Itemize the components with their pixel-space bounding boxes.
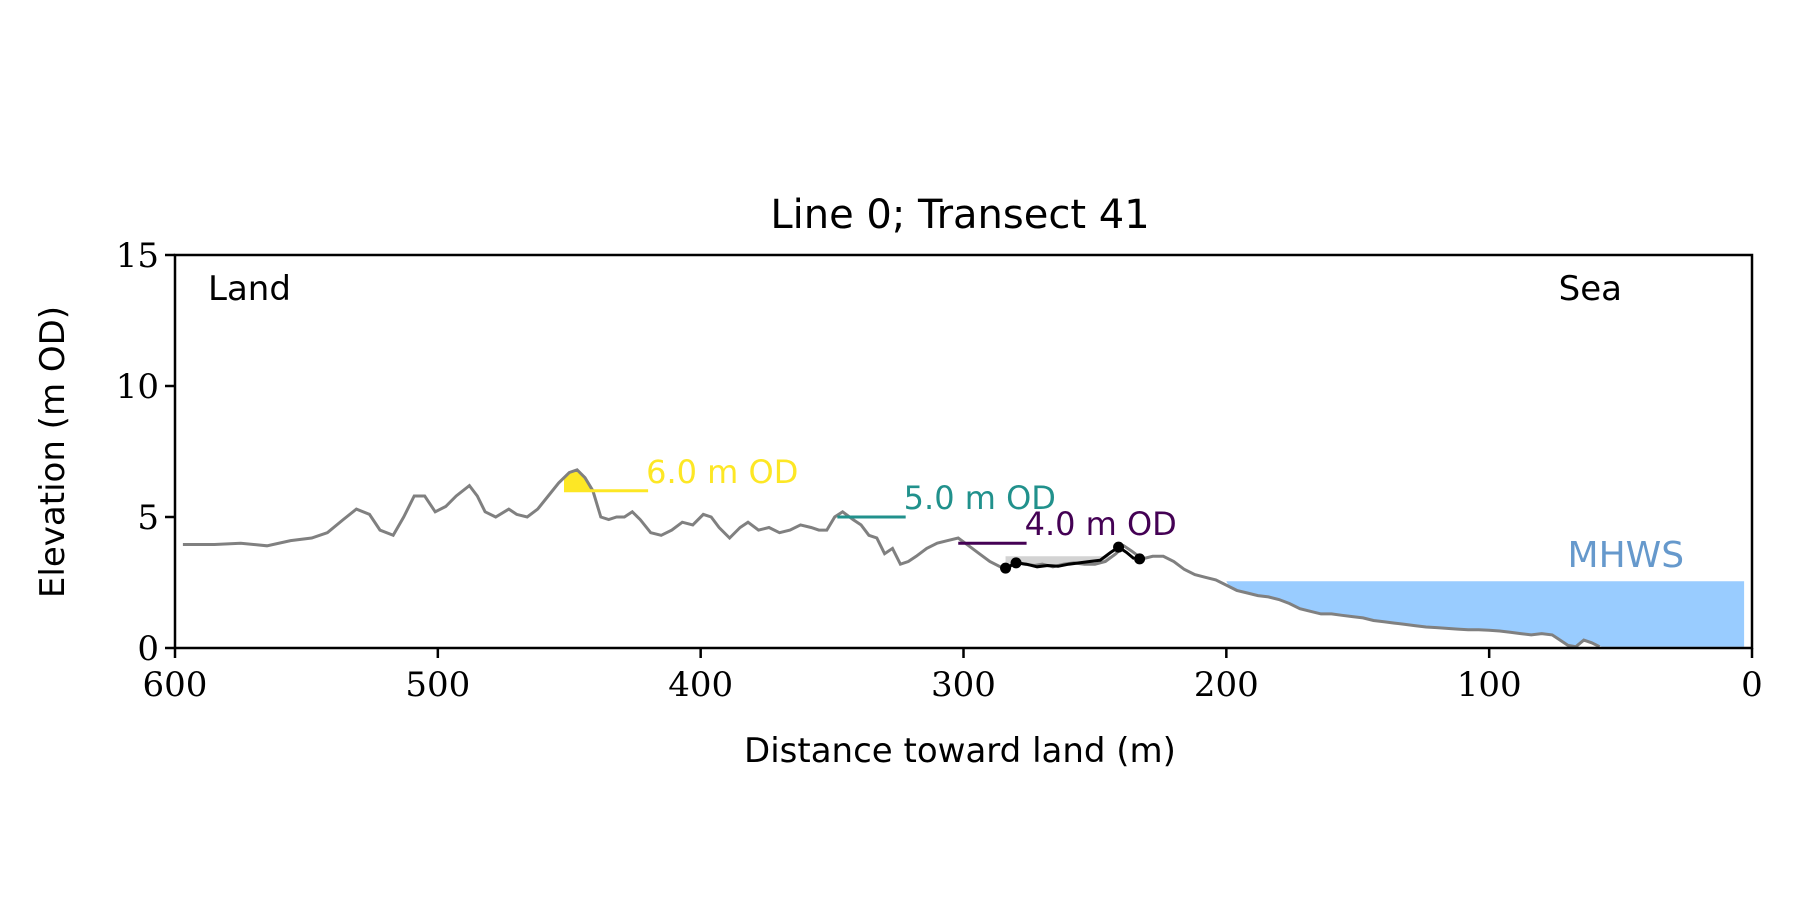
mhws-label: MHWS [1568, 535, 1685, 576]
y-tick-label: 15 [116, 236, 159, 276]
corner-label-sea: Sea [1559, 269, 1622, 309]
x-tick-label: 100 [1457, 665, 1522, 705]
y-tick-label: 10 [116, 367, 159, 407]
chart-title: Line 0; Transect 41 [770, 192, 1149, 238]
highlight-point [1010, 557, 1022, 569]
profile-line [182, 468, 1601, 649]
x-tick-label: 500 [405, 665, 470, 705]
threshold-6-fill [563, 469, 592, 491]
y-tick-label: 0 [137, 629, 159, 669]
threshold-label-1: 5.0 m OD [904, 479, 1056, 517]
corner-label-land: Land [208, 269, 291, 309]
highlight-point [1000, 562, 1012, 574]
mhws-water-area [1226, 581, 1745, 648]
y-axis-label: Elevation (m OD) [33, 306, 73, 598]
x-tick-label: 0 [1741, 665, 1763, 705]
x-tick-label: 300 [931, 665, 996, 705]
y-tick-label: 5 [137, 498, 159, 538]
threshold-label-2: 4.0 m OD [1025, 505, 1177, 543]
highlight-point [1113, 541, 1125, 553]
x-axis-label: Distance toward land (m) [744, 731, 1176, 771]
x-tick-label: 200 [1194, 665, 1259, 705]
highlight-point [1134, 553, 1146, 565]
x-tick-label: 400 [668, 665, 733, 705]
threshold-label-0: 6.0 m OD [646, 453, 798, 491]
x-tick-label: 600 [143, 665, 208, 705]
